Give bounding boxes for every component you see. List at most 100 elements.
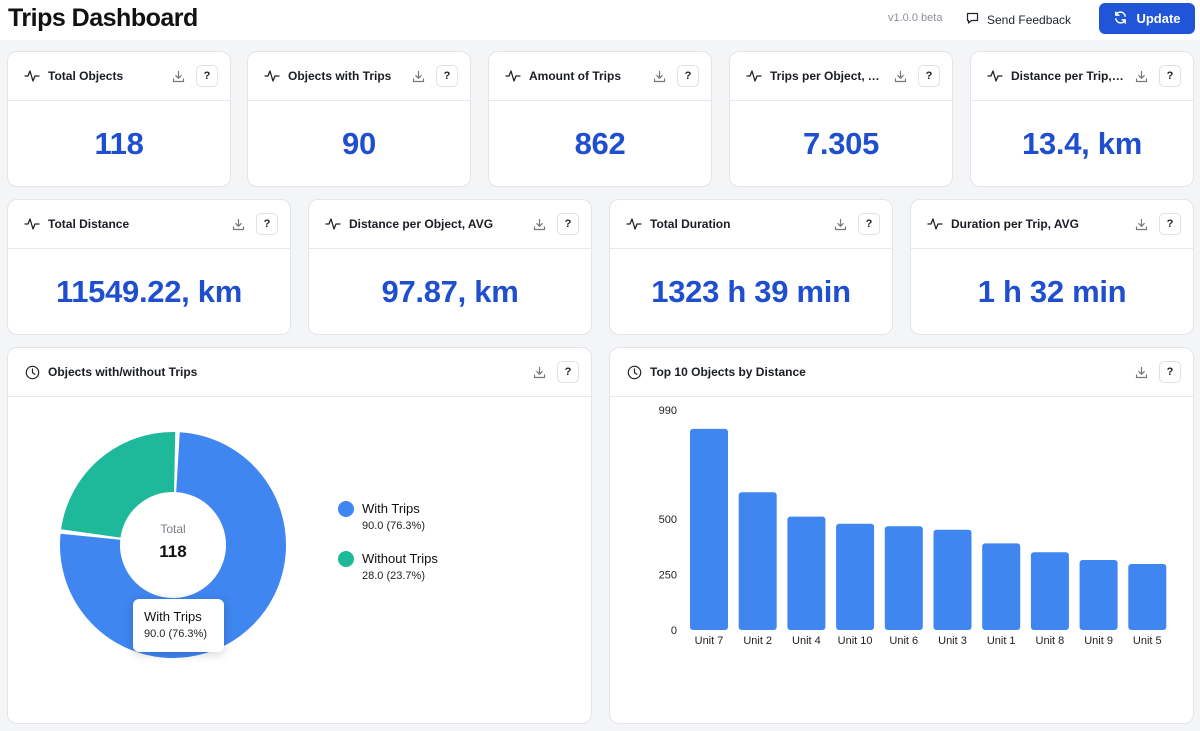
donut-slice-without-trips[interactable] [61,432,176,539]
help-button[interactable]: ? [1159,65,1181,87]
kpi-card-total-objects: Total Objects ? 118 [7,51,231,187]
help-button[interactable]: ? [1159,213,1181,235]
clock-icon [626,364,642,380]
pulse-icon [264,68,280,84]
x-tick-label: Unit 5 [1133,635,1162,647]
card-title: Total Duration [650,217,731,231]
bar-unit-1[interactable] [982,543,1021,630]
x-tick-label: Unit 6 [889,635,918,647]
tooltip-title: With Trips [144,609,202,624]
card-header: Distance per Object, AVG ? [309,200,591,249]
legend-value: 90.0 (76.3%) [362,520,425,532]
card-header: Total Duration ? [610,200,892,249]
bar-unit-9[interactable] [1079,560,1118,630]
kpi-value: 13.4, km [1022,125,1142,161]
kpi-card-distance-per-object: Distance per Object, AVG ? 97.87, km [308,199,592,335]
donut-card: Objects with/without Trips ? Total 118 [7,347,592,724]
kpi-value: 11549.22, km [55,273,243,309]
kpi-value: 118 [94,125,144,161]
pulse-icon [325,216,341,232]
card-title: Objects with Trips [288,69,392,83]
download-icon[interactable] [531,364,547,380]
download-icon[interactable] [170,68,186,84]
bar-unit-10[interactable] [836,523,875,630]
help-button[interactable]: ? [557,213,579,235]
kpi-card-amount-of-trips: Amount of Trips ? 862 [488,51,712,187]
bar-unit-8[interactable] [1030,552,1069,630]
help-button[interactable]: ? [858,213,880,235]
send-feedback-label: Send Feedback [987,13,1072,27]
download-icon[interactable] [410,68,426,84]
download-icon[interactable] [1133,364,1149,380]
card-header: Objects with Trips ? [248,52,470,101]
pulse-icon [626,216,642,232]
help-button[interactable]: ? [196,65,218,87]
download-icon[interactable] [892,68,908,84]
card-header: Distance per Trip, ... ? [971,52,1193,101]
kpi-value: 1323 h 39 min [651,273,851,309]
help-button[interactable]: ? [1159,361,1181,383]
card-title: Top 10 Objects by Distance [650,365,806,379]
card-header: Total Distance ? [8,200,290,249]
bar-unit-2[interactable] [738,492,777,630]
kpi-card-total-duration: Total Duration ? 1323 h 39 min [609,199,893,335]
y-tick-label: 500 [659,514,677,526]
download-icon[interactable] [832,216,848,232]
legend-swatch [338,501,354,517]
card-title: Trips per Object, A... [770,69,884,83]
y-tick-label: 990 [659,405,677,417]
bar-unit-6[interactable] [884,526,923,630]
update-button[interactable]: Update [1099,3,1195,34]
card-title: Distance per Object, AVG [349,217,494,231]
donut-total-label: Total [160,522,186,536]
help-button[interactable]: ? [436,65,458,87]
card-header: Duration per Trip, AVG ? [911,200,1193,249]
page-title: Trips Dashboard [8,4,198,32]
card-header: Trips per Object, A... ? [730,52,952,101]
help-button[interactable]: ? [557,361,579,383]
kpi-card-distance-per-trip: Distance per Trip, ... ? 13.4, km [970,51,1194,187]
card-title: Total Distance [48,217,130,231]
help-button[interactable]: ? [677,65,699,87]
update-label: Update [1136,11,1181,26]
x-tick-label: Unit 1 [987,635,1016,647]
kpi-card-total-distance: Total Distance ? 11549.22, km [7,199,291,335]
kpi-value: 97.87, km [381,273,519,309]
donut-total-value: 118 [159,542,187,561]
download-icon[interactable] [531,216,547,232]
donut-slice-with-trips[interactable] [60,432,286,658]
pulse-icon [987,68,1003,84]
kpi-card-duration-per-trip: Duration per Trip, AVG ? 1 h 32 min [910,199,1194,335]
x-tick-label: Unit 9 [1084,635,1113,647]
x-tick-label: Unit 8 [1036,635,1065,647]
card-header: Total Objects ? [8,52,230,101]
card-title: Total Objects [48,69,124,83]
kpi-card-trips-per-object: Trips per Object, A... ? 7.305 [729,51,953,187]
kpi-value: 90 [342,125,376,161]
kpi-value: 862 [574,125,626,161]
card-title: Distance per Trip, ... [1011,69,1125,83]
donut-chart: Total 118 [58,430,288,660]
x-tick-label: Unit 3 [938,635,967,647]
x-tick-label: Unit 7 [695,635,724,647]
bar-unit-4[interactable] [787,516,826,630]
help-button[interactable]: ? [256,213,278,235]
card-title: Objects with/without Trips [48,365,198,379]
tooltip-value: 90.0 (76.3%) [144,628,207,640]
bar-unit-5[interactable] [1128,564,1167,630]
pulse-icon [927,216,943,232]
download-icon[interactable] [230,216,246,232]
pulse-icon [746,68,762,84]
x-tick-label: Unit 10 [838,635,873,647]
version-label: v1.0.0 beta [888,12,943,24]
bar-unit-3[interactable] [933,529,972,630]
card-title: Amount of Trips [529,69,621,83]
bar-unit-7[interactable] [690,428,728,630]
legend-swatch [338,551,354,567]
help-button[interactable]: ? [918,65,940,87]
kpi-value: 7.305 [802,125,880,161]
send-feedback-button[interactable]: Send Feedback [966,10,1071,30]
download-icon[interactable] [651,68,667,84]
download-icon[interactable] [1133,68,1149,84]
download-icon[interactable] [1133,216,1149,232]
